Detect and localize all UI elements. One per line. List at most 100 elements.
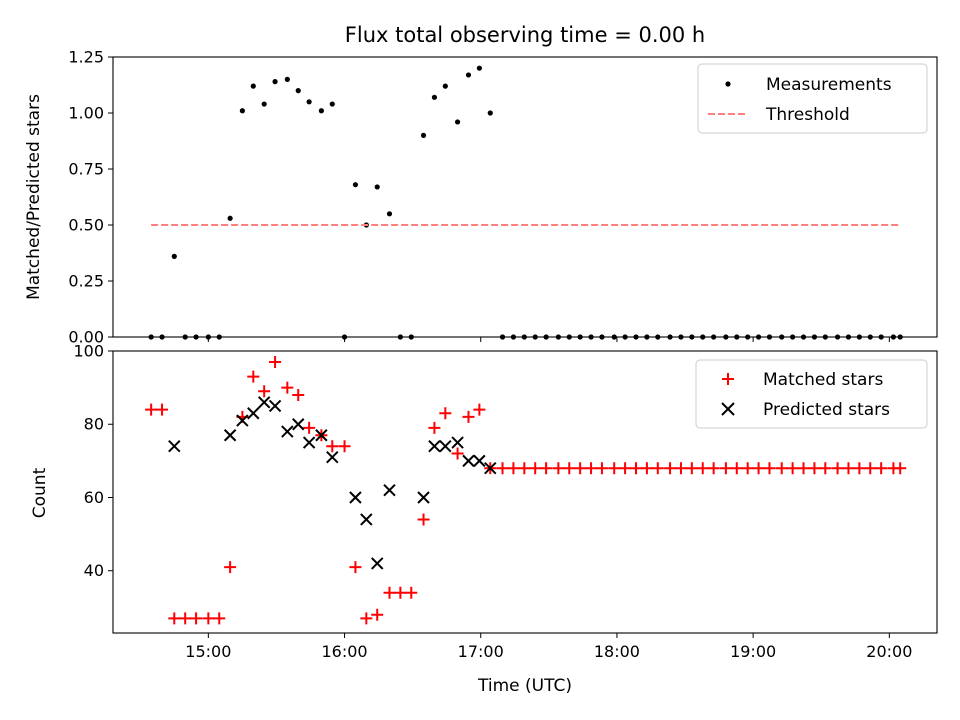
matched-star-point: [719, 462, 732, 475]
count-plot-area: [145, 355, 907, 625]
measurement-point: [306, 99, 312, 105]
legend-matched-marker: [722, 373, 734, 385]
predicted-star-point: [451, 436, 464, 449]
matched-star-point: [574, 462, 587, 475]
count-xtick-label: 18:00: [594, 642, 640, 661]
matched-star-point: [439, 407, 452, 420]
measurement-point: [318, 108, 324, 114]
matched-star-point: [507, 462, 520, 475]
ratio-legend: Measurements Threshold: [697, 63, 928, 134]
matched-star-point: [383, 586, 396, 599]
matched-star-point: [360, 612, 373, 625]
count-y-axis-label: Count: [30, 467, 50, 518]
matched-star-point: [179, 612, 192, 625]
predicted-star-point: [439, 440, 452, 453]
predicted-star-point: [236, 414, 249, 427]
ratio-axes-frame: [112, 56, 938, 338]
measurement-point: [386, 211, 393, 217]
matched-star-point: [428, 421, 441, 434]
measurement-point: [329, 101, 335, 107]
matched-star-point: [608, 462, 621, 475]
ratio-ytick-label: 0.25: [68, 272, 104, 291]
count-xtick-label: 17:00: [458, 642, 504, 661]
predicted-star-point: [462, 454, 475, 468]
ratio-axis-ticks: 0.00 0.25 0.50 0.75 1.00 1.25: [68, 48, 890, 347]
matched-star-point: [819, 462, 832, 475]
measurement-point: [476, 65, 482, 71]
matched-star-point: [640, 462, 653, 475]
count-ytick-label: 80: [84, 415, 104, 434]
count-xtick-label: 19:00: [730, 642, 776, 661]
matched-star-point: [338, 440, 351, 453]
matched-star-point: [619, 462, 632, 475]
predicted-star-point: [417, 491, 430, 504]
measurement-point: [487, 110, 493, 116]
matched-star-point: [496, 462, 509, 475]
matched-star-point: [831, 462, 844, 475]
chart-title: Flux total observing time = 0.00 h: [345, 23, 705, 47]
measurement-point: [454, 119, 461, 125]
predicted-star-point: [371, 557, 384, 570]
measurement-point: [239, 108, 245, 114]
predicted-star-point: [360, 513, 373, 526]
ratio-ytick-label: 1.00: [68, 104, 104, 123]
predicted-star-point: [315, 429, 328, 442]
matched-star-point: [371, 608, 384, 621]
predicted-star-point: [484, 461, 497, 475]
count-xtick-label: 16:00: [321, 642, 367, 661]
matched-star-point: [349, 561, 362, 574]
matched-star-point: [630, 462, 643, 475]
measurement-point: [250, 83, 256, 89]
predicted-star-point: [257, 396, 271, 409]
measurement-point: [261, 101, 267, 107]
count-xtick-label: 20:00: [866, 642, 912, 661]
matched-star-point: [664, 462, 677, 475]
matched-star-point: [864, 462, 877, 475]
measurement-point: [284, 76, 290, 82]
matched-star-point: [326, 440, 339, 453]
matched-star-point: [156, 403, 169, 416]
matched-star-point: [786, 462, 799, 475]
count-ytick-label: 40: [84, 561, 104, 580]
matched-star-point: [303, 421, 316, 434]
matched-star-point: [258, 385, 271, 398]
matched-star-point: [552, 462, 565, 475]
matched-star-point: [224, 561, 237, 574]
matched-star-point: [168, 612, 181, 625]
legend-matched-label: Matched stars: [763, 370, 883, 390]
matched-star-point: [190, 612, 203, 625]
measurement-point: [352, 182, 359, 188]
ratio-ytick-label: 0.75: [68, 160, 104, 179]
measurement-point: [420, 132, 427, 138]
measurement-point: [295, 88, 301, 94]
count-legend: Matched stars Predicted stars: [695, 359, 928, 429]
matched-star-point: [775, 462, 788, 475]
matched-star-point: [730, 462, 743, 475]
matched-star-point: [585, 462, 598, 475]
ratio-legend-box: [697, 63, 928, 134]
predicted-star-point: [428, 440, 441, 453]
matched-star-point: [417, 513, 430, 526]
matched-star-point: [875, 462, 888, 475]
matched-star-point: [651, 462, 664, 475]
matched-star-point: [696, 462, 709, 475]
measurement-point: [465, 72, 472, 78]
predicted-star-point: [268, 399, 282, 413]
matched-star-point: [563, 462, 576, 475]
matched-star-point: [853, 462, 866, 475]
predicted-star-point: [168, 440, 181, 453]
matched-star-point: [405, 586, 418, 599]
count-ytick-label: 100: [73, 342, 104, 361]
matched-star-point: [763, 462, 776, 475]
matched-star-point: [842, 462, 855, 475]
matched-star-point: [741, 462, 754, 475]
ratio-panel: Flux total observing time = 0.00 h Match…: [24, 23, 938, 347]
matched-star-point: [752, 462, 765, 475]
legend-measurements-label: Measurements: [766, 75, 892, 95]
matched-star-point: [451, 447, 464, 460]
ratio-ytick-label: 1.25: [68, 48, 104, 67]
ratio-ytick-label: 0.00: [68, 328, 104, 347]
predicted-star-point: [302, 436, 316, 449]
legend-predicted-marker: [721, 402, 735, 416]
